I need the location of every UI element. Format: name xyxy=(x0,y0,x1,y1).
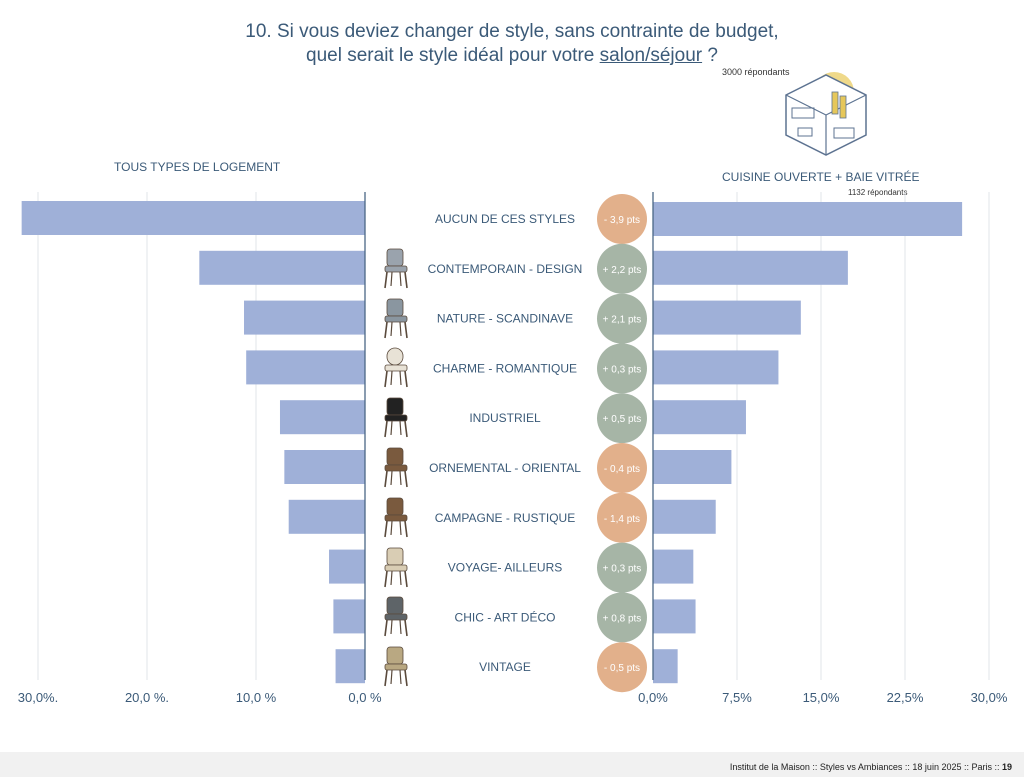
right-panel-respondents: 1132 répondants xyxy=(848,188,908,197)
velvet-armchair-icon xyxy=(378,594,414,638)
cantilever-cane-chair-icon xyxy=(378,644,414,688)
title-line-2-suffix: ? xyxy=(702,45,718,66)
left-x-tick-label: 20,0 %. xyxy=(125,690,169,705)
difference-badge xyxy=(597,393,647,444)
category-label: VINTAGE xyxy=(479,660,531,674)
difference-badge-label: - 0,5 pts xyxy=(604,663,640,674)
right-bar xyxy=(653,250,848,285)
page-number: 19 xyxy=(1001,762,1012,772)
title-line-2-prefix: quel serait le style idéal pour votre xyxy=(306,45,600,66)
wire-chair-icon xyxy=(378,545,414,589)
right-bar xyxy=(653,450,732,484)
category-label: CHARME - ROMANTIQUE xyxy=(433,361,577,375)
right-bar xyxy=(653,350,779,385)
footer-source: Institut de la Maison :: Styles vs Ambia… xyxy=(730,762,1012,772)
left-x-tick-label: 0,0 % xyxy=(348,690,382,705)
armchair-modern-icon xyxy=(378,246,414,290)
difference-badge-label: + 0,3 pts xyxy=(603,564,642,575)
difference-badge xyxy=(597,243,647,294)
difference-badge xyxy=(597,194,647,244)
category-label: INDUSTRIEL xyxy=(469,411,541,425)
left-bar xyxy=(246,350,365,385)
right-bar xyxy=(653,549,694,584)
left-bar xyxy=(199,250,365,285)
category-label: NATURE - SCANDINAVE xyxy=(437,312,573,326)
left-bar xyxy=(21,201,366,235)
straw-rustic-chair-icon xyxy=(378,495,414,539)
respondents-total: 3000 répondants xyxy=(722,67,790,77)
category-label: CHIC - ART DÉCO xyxy=(455,609,556,624)
difference-badge xyxy=(597,592,647,643)
left-bar xyxy=(329,549,365,584)
left-bar xyxy=(244,300,365,335)
right-x-tick-label: 15,0% xyxy=(803,690,840,705)
title-underlined-room: salon/séjour xyxy=(599,45,703,66)
difference-badge xyxy=(597,492,647,543)
right-x-tick-label: 30,0% xyxy=(971,690,1008,705)
right-bar xyxy=(653,649,678,684)
right-bar xyxy=(653,400,746,435)
difference-badge xyxy=(597,642,647,693)
difference-badge xyxy=(597,443,647,493)
title-line-1: 10. Si vous deviez changer de style, san… xyxy=(245,21,779,42)
difference-badge xyxy=(597,293,647,344)
difference-badge-label: - 1,4 pts xyxy=(604,514,640,525)
chart-title: 10. Si vous deviez changer de style, san… xyxy=(0,20,1024,68)
left-bar xyxy=(279,400,365,435)
footer-bar xyxy=(0,752,1024,777)
difference-badge xyxy=(597,343,647,394)
left-bar xyxy=(284,450,365,484)
difference-badge-label: + 0,3 pts xyxy=(603,364,642,375)
category-label: VOYAGE- AILLEURS xyxy=(448,561,563,575)
left-x-tick-label: 30,0%. xyxy=(18,690,58,705)
difference-badge-label: + 2,2 pts xyxy=(603,265,642,276)
right-x-tick-label: 22,5% xyxy=(887,690,924,705)
right-bar xyxy=(653,599,696,634)
medallion-chair-icon xyxy=(378,345,414,389)
title-line-2: quel serait le style idéal pour votre sa… xyxy=(0,44,1024,68)
left-x-tick-label: 10,0 % xyxy=(236,690,277,705)
category-label: CAMPAGNE - RUSTIQUE xyxy=(435,511,575,525)
difference-badge-label: + 0,5 pts xyxy=(603,414,642,425)
difference-badge-label: + 0,8 pts xyxy=(603,613,642,624)
footer-source-text: Institut de la Maison :: Styles vs Ambia… xyxy=(729,762,1002,772)
category-label: ORNEMENTAL - ORIENTAL xyxy=(429,461,581,475)
right-bar xyxy=(653,499,716,534)
right-panel-heading: CUISINE OUVERTE + BAIE VITRÉE xyxy=(722,170,920,184)
left-panel-heading: TOUS TYPES DE LOGEMENT xyxy=(114,160,281,174)
right-bar xyxy=(653,202,963,236)
category-label: CONTEMPORAIN - DESIGN xyxy=(428,262,583,276)
difference-badge xyxy=(597,542,647,593)
left-bar xyxy=(333,599,365,634)
left-bar xyxy=(288,499,365,534)
difference-badge-label: - 3,9 pts xyxy=(604,215,640,226)
category-label: AUCUN DE CES STYLES xyxy=(435,212,575,226)
difference-badge-label: + 2,1 pts xyxy=(603,315,642,326)
room-illustration-icon xyxy=(785,72,867,156)
difference-badge-label: - 0,4 pts xyxy=(604,464,640,475)
scandinavian-chair-icon xyxy=(378,296,414,340)
right-bar xyxy=(653,300,801,335)
industrial-metal-chair-icon xyxy=(378,395,414,439)
right-x-tick-label: 0,0% xyxy=(638,690,668,705)
carved-armchair-icon xyxy=(378,445,414,489)
right-x-tick-label: 7,5% xyxy=(722,690,752,705)
left-bar xyxy=(335,649,365,684)
